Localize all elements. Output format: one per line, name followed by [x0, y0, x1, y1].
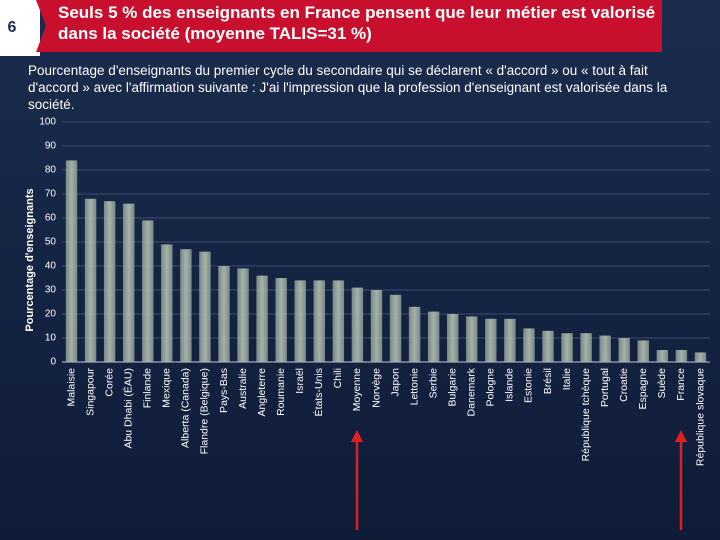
bar [256, 275, 268, 362]
x-tick-label: Danemark [466, 367, 478, 416]
x-tick-label: Italie [561, 368, 573, 390]
chart-title: Seuls 5 % des enseignants en France pens… [58, 3, 656, 43]
x-tick-label: Mexique [161, 368, 173, 408]
arrow-head [675, 430, 687, 442]
x-tick-label: République slovaque [694, 368, 706, 466]
x-tick-label: Israël [294, 368, 306, 394]
highlight-arrows [351, 430, 687, 530]
x-tick-label: Angleterre [256, 368, 268, 417]
bar [504, 318, 516, 362]
y-tick-label: 80 [45, 165, 57, 176]
bar [542, 330, 554, 362]
x-tick-label: République tchèque [580, 368, 592, 462]
x-tick-label: Serbie [427, 368, 439, 399]
bar [122, 203, 135, 362]
x-tick-label: France [675, 368, 687, 401]
x-tick-label: Espagne [637, 368, 649, 410]
bar [618, 338, 630, 362]
bar [218, 266, 230, 362]
x-tick-label: Roumanie [275, 368, 287, 416]
bar [637, 340, 650, 362]
bar [351, 287, 364, 362]
x-tick-label: Flandre (Belgique) [199, 368, 211, 454]
bar [103, 201, 116, 362]
y-tick-label: 70 [45, 189, 57, 200]
bar [427, 311, 440, 362]
y-tick-label: 0 [50, 357, 56, 368]
bar [161, 244, 173, 362]
y-tick-label: 20 [45, 309, 57, 320]
bar [694, 352, 707, 362]
x-tick-label: Suède [656, 368, 668, 399]
bar [84, 198, 97, 362]
x-tick-label: Australie [237, 368, 249, 409]
x-tick-label: Lettonie [408, 368, 420, 406]
y-tick-label: 40 [45, 261, 57, 272]
bar [408, 306, 421, 362]
subtitle-box: Pourcentage d'enseignants du premier cyc… [28, 63, 668, 112]
bar [466, 316, 478, 362]
x-tick-label: Japon [389, 368, 401, 397]
y-tick-label: 100 [39, 117, 56, 128]
x-tick-label: Finlande [142, 368, 154, 408]
bar [561, 333, 573, 362]
x-tick-label: Bulgarie [446, 368, 458, 407]
arrow-head [351, 430, 363, 442]
x-tick-label: Portugal [599, 368, 611, 407]
x-tick-label: Brésil [542, 368, 554, 394]
x-tick-label: Corée [103, 368, 115, 397]
bar [313, 280, 326, 362]
x-tick-label: Croatie [618, 368, 630, 402]
bar [656, 350, 669, 362]
bar [485, 318, 497, 362]
bar [180, 249, 192, 362]
bar [65, 160, 78, 362]
x-tick-label: Moyenne [351, 368, 363, 411]
bar [389, 294, 402, 362]
bar [275, 278, 287, 362]
x-tick-label: Singapour [84, 368, 96, 416]
y-axis-label: Pourcentage d'enseignants [24, 188, 36, 331]
y-tick-label: 60 [45, 213, 57, 224]
bar [675, 350, 688, 362]
bar [370, 290, 383, 362]
title-box: Seuls 5 % des enseignants en France pens… [58, 3, 656, 43]
x-tick-label: Abu Dhabi (ÉAU) [121, 368, 134, 449]
bar [580, 333, 592, 362]
y-tick-label: 50 [45, 237, 57, 248]
bar [294, 280, 306, 362]
y-tick-label: 10 [45, 333, 57, 344]
title-band [50, 0, 662, 52]
x-tick-label: Chili [332, 368, 344, 388]
bar [599, 335, 611, 362]
x-tick-label: Islande [504, 368, 516, 402]
x-tick-label: Norvège [370, 368, 382, 408]
subtitle: Pourcentage d'enseignants du premier cyc… [28, 63, 668, 112]
bar [237, 268, 249, 362]
number-box [0, 0, 40, 56]
y-tick-label: 30 [45, 285, 57, 296]
x-tick-label: Estonie [523, 368, 535, 403]
x-tick-label: Pays-Bas [218, 368, 230, 413]
y-tick-label: 90 [45, 141, 57, 152]
x-tick-label: Pologne [485, 368, 497, 407]
x-tick-label: Malaisie [65, 368, 77, 407]
bar [142, 220, 154, 362]
bar [332, 280, 345, 362]
slide-number: 6 [8, 19, 17, 36]
bar [523, 328, 535, 362]
bar [199, 251, 211, 362]
x-tick-label: États-Unis [312, 368, 325, 416]
x-tick-label: Alberta (Canada) [180, 368, 192, 448]
bar [446, 314, 459, 362]
